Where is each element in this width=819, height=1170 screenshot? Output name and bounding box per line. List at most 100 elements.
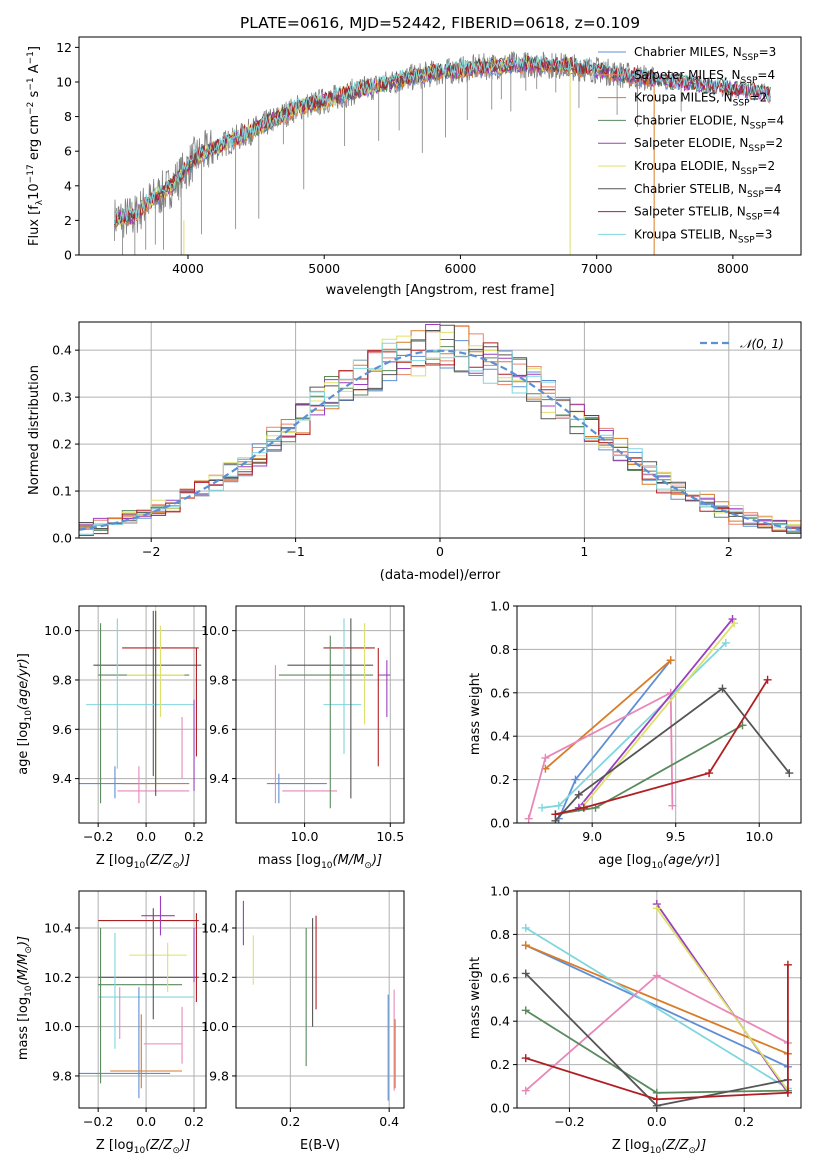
x-tick-label: 0.2 <box>184 1114 204 1129</box>
label-part: 10 <box>24 985 34 997</box>
y-tick-label: 10.4 <box>201 920 229 935</box>
label-part: (age/yr) <box>663 853 715 868</box>
axes-frame <box>516 605 802 824</box>
x-tick-label: 6000 <box>445 261 477 276</box>
legend-label: 𝒩(0, 1) <box>740 337 784 351</box>
label-part: =2 <box>765 136 783 150</box>
y-tick-label: 0.0 <box>52 531 72 546</box>
y-tick-label: 0.2 <box>490 1057 510 1072</box>
label-part: Chabrier MILES, N <box>634 45 742 59</box>
label-part: age [log <box>598 853 651 868</box>
label-part: =4 <box>766 113 784 127</box>
label-part: =3 <box>759 45 777 59</box>
weight-age-line <box>583 622 735 807</box>
model-spectrum <box>113 54 771 225</box>
histogram-step <box>79 342 801 536</box>
y-tick-label: 9.4 <box>209 771 229 786</box>
legend-label: Kroupa MILES, NSSP=2 <box>634 91 767 109</box>
label-part: =2 <box>750 91 768 105</box>
label-part: −1 <box>26 77 36 90</box>
label-part: ⊙ <box>688 1146 696 1156</box>
label-part: erg cm <box>27 115 42 164</box>
plot-area <box>266 618 391 809</box>
weight-age-marker <box>538 803 547 812</box>
plot-area <box>242 900 396 1101</box>
plot-area <box>79 606 202 804</box>
y-tick-label: 0.2 <box>490 772 510 787</box>
label-part: ⊙ <box>172 861 180 871</box>
mass-ebv-axes: 0.2 0.4 9.8 10.0 10.2 10.4 <box>201 890 405 1129</box>
label-part: Chabrier STELIB, N <box>634 182 747 196</box>
y-tick-label: 8 <box>64 109 72 124</box>
legend-label: Salpeter ELODIE, NSSP=2 <box>634 136 783 154</box>
plot-area <box>79 895 199 1099</box>
label-part: ⊙ <box>364 861 372 871</box>
y-tick-label: 0.4 <box>52 343 72 358</box>
x-tick-label: −0.2 <box>83 829 113 844</box>
x-tick-label: 10.0 <box>291 829 319 844</box>
label-part: (age/yr) <box>16 658 31 710</box>
weight-z-marker <box>652 971 661 980</box>
x-tick-label: 5000 <box>308 261 340 276</box>
label-part: Chabrier ELODIE, N <box>634 113 750 127</box>
y-tick-label: 1.0 <box>490 884 510 899</box>
label-part: SSP <box>741 76 758 86</box>
y-tick-label: 0.3 <box>52 390 72 405</box>
plot-area <box>79 324 801 537</box>
weight-age-line <box>555 679 769 816</box>
spectrum-axes: 4000 5000 6000 7000 8000 0 2 4 6 8 10 12 Chabrier MI… <box>56 36 802 276</box>
legend-label: Salpeter MILES, NSSP=4 <box>634 68 775 86</box>
weight-z-marker <box>521 1006 530 1015</box>
label-part: (Z/Z <box>145 853 173 868</box>
x-tick-label: 4000 <box>172 261 204 276</box>
label-part: ] <box>27 46 42 51</box>
y-tick-label: 0.6 <box>490 685 510 700</box>
label-part: )] <box>179 1138 190 1153</box>
ebv-axis-label: E(B-V) <box>300 1138 340 1153</box>
weight-z-marker <box>783 1088 792 1097</box>
label-part: −1 <box>26 51 36 64</box>
weight-age-marker <box>785 769 794 778</box>
y-tick-label: 0.4 <box>490 729 510 744</box>
label-part: (Z/Z <box>145 1138 173 1153</box>
y-tick-label: 1.0 <box>490 599 510 614</box>
weight-z-marker <box>783 960 792 969</box>
label-part: Salpeter MILES, N <box>634 68 741 82</box>
x-tick-label: −0.2 <box>554 1114 584 1129</box>
y-tick-label: 10.0 <box>201 1019 229 1034</box>
y-tick-label: 9.8 <box>209 1068 229 1083</box>
label-part: Salpeter ELODIE, N <box>634 136 748 150</box>
weight-age-marker <box>728 615 737 624</box>
weight-z-axes: −0.2 0.0 0.2 0.0 0.2 0.4 0.6 0.8 1.0 <box>490 884 802 1129</box>
axes-frame <box>78 605 207 824</box>
weight-age-marker <box>730 619 739 628</box>
label-part: (Z/Z <box>661 1138 689 1153</box>
spectrum-ylabel: Flux [fλ10−17 erg cm−2 s−1 A−1] <box>26 46 45 246</box>
label-part: 10 <box>27 183 42 200</box>
y-tick-label: 10 <box>56 74 72 89</box>
label-part: =4 <box>763 205 781 219</box>
weight-age-marker <box>721 638 730 647</box>
weight-age-marker <box>524 814 533 823</box>
axes-frame <box>235 605 405 824</box>
y-tick-label: 10.2 <box>201 970 229 985</box>
y-tick-label: 10.0 <box>201 623 229 638</box>
weight-age-marker <box>541 753 550 762</box>
y-tick-label: 9.4 <box>52 771 72 786</box>
y-tick-label: 0.1 <box>52 484 72 499</box>
label-part: λ <box>35 199 45 205</box>
label-part: s <box>27 90 42 101</box>
axes-frame <box>78 890 207 1109</box>
label-part: −17 <box>26 164 36 183</box>
weight-z-marker <box>521 969 530 978</box>
label-part: )] <box>16 936 31 947</box>
y-tick-label: 6 <box>64 144 72 159</box>
y-tick-label: 10.0 <box>44 1019 72 1034</box>
weight-z-line <box>525 944 789 1055</box>
label-part: ] <box>16 653 31 658</box>
label-part: =4 <box>764 182 782 196</box>
label-part: Kroupa MILES, N <box>634 91 733 105</box>
axes-frame <box>78 36 802 256</box>
x-tick-label: 10.5 <box>376 829 404 844</box>
